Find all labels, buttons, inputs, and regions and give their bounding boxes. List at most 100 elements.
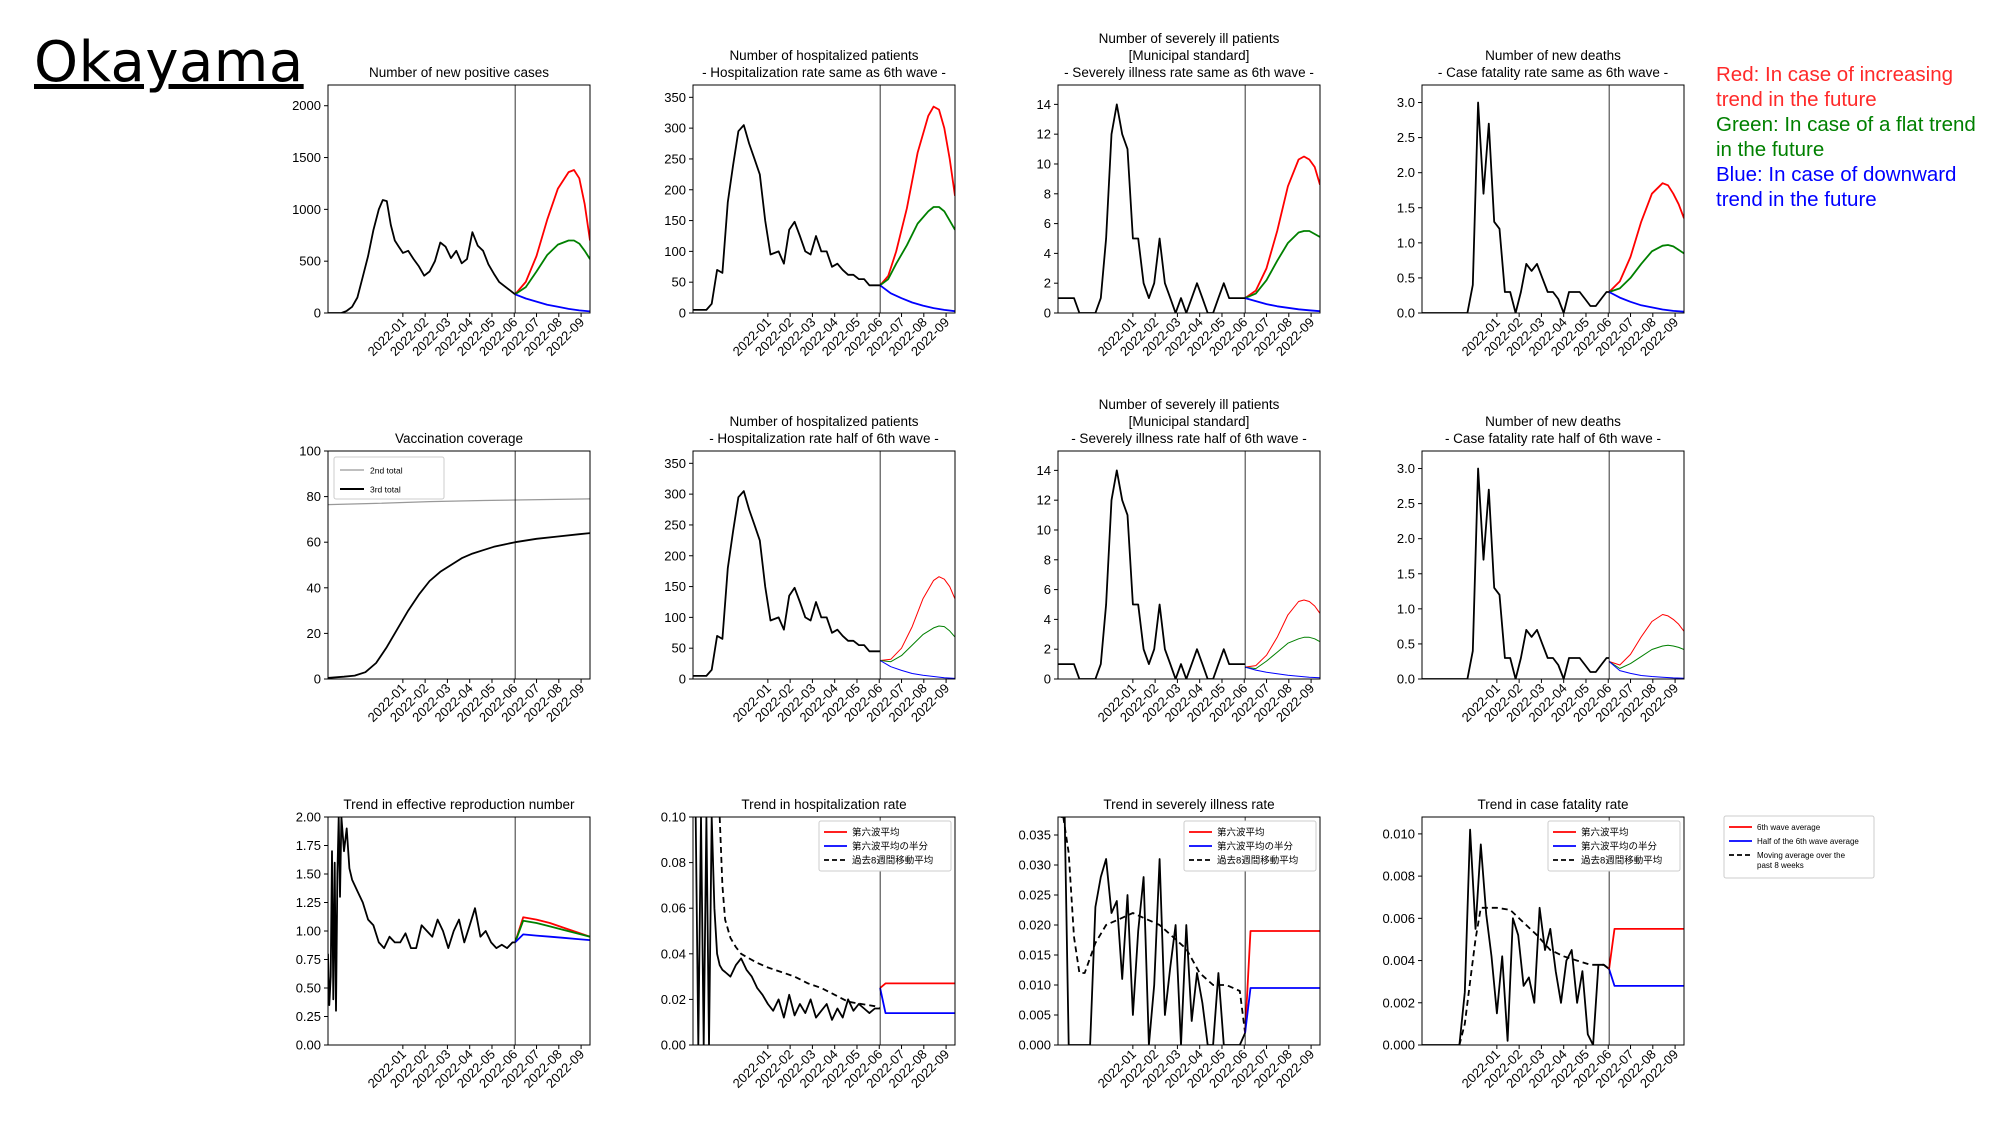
legend-label: 過去8週間移動平均 [1217,855,1298,867]
series-line [1608,614,1684,666]
series-line [514,169,590,295]
series-line [1422,828,1610,1045]
chart-new-positive-cases: Number of new positive cases 0 500 1000 1500… [292,65,591,359]
y-tick-label: 0.50 [296,981,321,996]
green-scenario-note: Green: In case of a flat trend in the fu… [1716,113,1976,161]
y-tick-label: 0.08 [661,855,686,870]
legend-label: 第六波平均の半分 [1217,841,1294,853]
y-tick-label: 0.04 [661,946,686,961]
y-tick-label: 2 [1044,642,1051,657]
legend-box [1547,820,1681,872]
plot-frame [327,450,591,680]
chart-title-line: Number of new positive cases [369,65,549,80]
y-tick-label: 0.002 [1382,995,1415,1010]
plot-frame [327,84,591,314]
plot-frame [327,816,591,1046]
y-tick-label: 4 [1044,612,1051,627]
series-line [1608,968,1684,987]
y-tick-label: 0.035 [1018,828,1051,843]
y-tick-label: 80 [307,489,321,504]
series-line [1245,599,1320,668]
chart-reproduction-number: Trend in effective reproduction number 0.… [296,797,591,1091]
y-tick-label: 0.030 [1018,858,1051,873]
chart-title-line: - Case fatality rate half of 6th wave - [1445,431,1661,446]
legend-box [818,820,952,872]
y-tick-label: 0.10 [661,810,686,825]
y-tick-label: 0.010 [1018,978,1051,993]
y-tick-label: 100 [664,610,686,625]
y-tick-label: 0.06 [661,901,686,916]
series-line [1608,182,1684,293]
plot-frame [1057,450,1321,680]
y-tick-label: 0 [1044,306,1051,321]
y-tick-label: 6 [1044,582,1051,597]
legend-box [1723,815,1875,879]
y-tick-label: 0.00 [661,1038,686,1053]
series-line [1244,666,1320,679]
y-tick-label: 2.00 [296,810,321,825]
blue-scenario-note: Blue: In case of downward trend in the f… [1716,163,1957,211]
chart-title-line: Number of severely ill patients [1099,397,1280,412]
plot-frame [1421,84,1685,314]
y-tick-label: 0.006 [1382,911,1415,926]
y-tick-label: 150 [664,213,686,228]
series-line [694,817,881,1045]
legend-label: 6th wave average [1757,823,1821,832]
chart-title-line: Number of severely ill patients [1099,31,1280,46]
y-tick-label: 0.0 [1397,672,1415,687]
legend-box [1183,820,1317,872]
y-tick-label: 0 [314,306,321,321]
y-tick-label: 0 [314,672,321,687]
y-tick-label: 0.025 [1018,888,1051,903]
y-tick-label: 1.5 [1397,566,1415,581]
y-tick-label: 40 [307,580,321,595]
y-tick-label: 10 [1037,156,1051,171]
y-tick-label: 250 [664,517,686,532]
y-tick-label: 0.008 [1382,869,1415,884]
series-line [328,199,516,313]
series-line [1058,469,1246,679]
y-tick-label: 0.75 [296,952,321,967]
red-scenario-note: Red: In case of increasing trend in the … [1716,63,1954,111]
chart-title-line: Vaccination coverage [395,431,523,446]
y-tick-label: 1.0 [1397,235,1415,250]
series-line [514,916,590,943]
chart-title-line: [Municipal standard] [1129,414,1250,429]
chart-title-line: - Severely illness rate half of 6th wave… [1071,431,1307,446]
series-line [880,576,955,661]
series-line [1244,297,1320,313]
series-line [1422,101,1610,313]
series-line [1245,636,1320,670]
y-tick-label: 4 [1044,246,1051,261]
series-line [514,933,590,944]
series-line [328,498,590,506]
y-tick-label: 6 [1044,216,1051,231]
legend-label: 第六波平均 [852,827,900,839]
plot-frame [692,450,956,680]
y-tick-label: 1.5 [1397,200,1415,215]
y-tick-label: 14 [1037,97,1051,112]
side-legend: 6th wave average Half of the 6th wave ave… [1723,815,1875,879]
y-tick-label: 14 [1037,463,1051,478]
chart-hospitalized-half: Number of hospitalized patients - Hospita… [664,414,956,725]
plot-frame [1057,84,1321,314]
series-line [879,206,955,287]
legend-label: 3rd total [370,485,401,495]
chart-title-line: - Case fatality rate same as 6th wave - [1438,65,1668,80]
y-tick-label: 1000 [292,202,321,217]
y-tick-label: 2 [1044,276,1051,291]
series-line [328,817,516,1012]
y-tick-label: 2.5 [1397,496,1415,511]
y-tick-label: 350 [664,90,686,105]
series-line [514,919,590,943]
chart-case-fatality-rate: Trend in case fatality rate 0.000 0.002 0.0… [1382,797,1685,1091]
y-tick-label: 10 [1037,522,1051,537]
y-tick-label: 20 [307,626,321,641]
legend-label: 2nd total [370,466,403,476]
series-line [879,987,955,1014]
chart-title-line: Trend in effective reproduction number [343,797,575,812]
y-tick-label: 1.50 [296,867,321,882]
y-tick-label: 0.010 [1382,826,1415,841]
chart-title-line: Trend in hospitalization rate [741,797,906,812]
chart-title-line: Number of hospitalized patients [729,48,918,63]
